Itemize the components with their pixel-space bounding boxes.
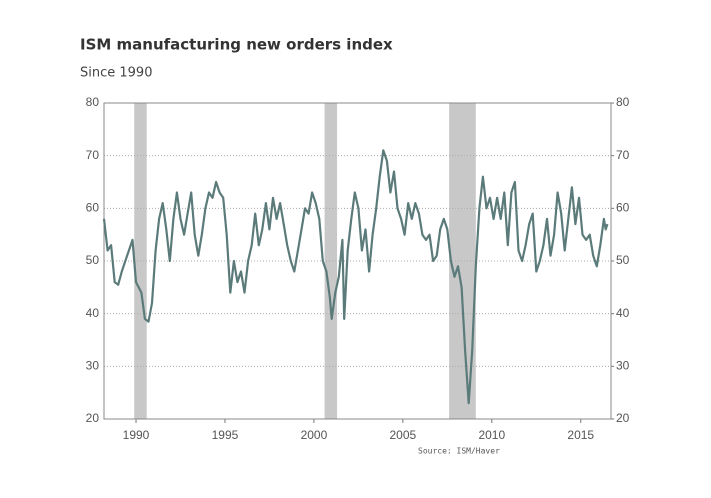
chart-title: ISM manufacturing new orders index (80, 36, 393, 54)
y2-tick-label: 80 (616, 95, 630, 109)
x-tick-label: 1990 (123, 428, 150, 442)
x-tick-label: 2000 (301, 428, 328, 442)
x-tick-label: 1995 (212, 428, 239, 442)
source-note: Source: ISM/Haver (418, 447, 500, 456)
plot-frame (103, 102, 612, 420)
y2-tick-label: 40 (616, 306, 630, 320)
chart-subtitle: Since 1990 (80, 66, 152, 81)
y2-tick-label: 30 (616, 359, 630, 373)
y-tick-label: 80 (86, 95, 100, 109)
y2-tick-label: 50 (616, 253, 630, 267)
x-tick-label: 2010 (478, 428, 505, 442)
y-tick-label: 40 (86, 306, 100, 320)
y-tick-label: 60 (86, 201, 100, 215)
recession-band (324, 103, 338, 419)
x-tick-label: 2015 (567, 428, 594, 442)
x-tick-label: 2005 (390, 428, 417, 442)
y-tick-label: 50 (86, 253, 100, 267)
y2-tick-label: 70 (616, 148, 630, 162)
y-tick-label: 70 (86, 148, 100, 162)
y2-tick-label: 20 (616, 411, 630, 425)
y-tick-label: 30 (86, 359, 100, 373)
y2-tick-label: 60 (616, 201, 630, 215)
data-line (102, 149, 609, 405)
y-tick-label: 20 (86, 411, 100, 425)
